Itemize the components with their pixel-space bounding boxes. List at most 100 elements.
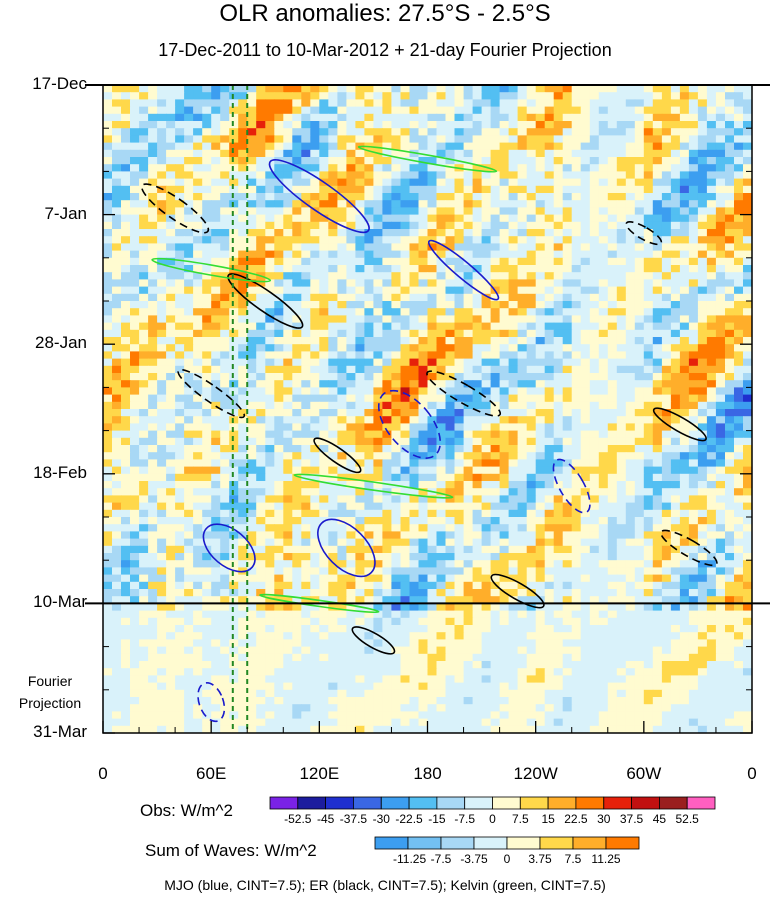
heatmap-cell [364, 430, 374, 439]
heatmap-cell [220, 531, 230, 540]
heatmap-cell [301, 495, 311, 504]
heatmap-cell [544, 99, 555, 108]
heatmap-cell [454, 207, 465, 216]
heatmap-cell [725, 337, 735, 345]
heatmap-cell [112, 301, 122, 309]
heatmap-cell [274, 459, 284, 468]
heatmap-cell [517, 401, 528, 410]
heatmap-cell [328, 509, 338, 518]
heatmap-cell [634, 128, 645, 136]
heatmap-cell [112, 250, 122, 259]
heatmap-cell [490, 466, 501, 475]
heatmap-cell [193, 466, 203, 475]
heatmap-cell [643, 567, 654, 576]
heatmap-cell [382, 293, 392, 302]
heatmap-cell [184, 459, 194, 468]
heatmap-cell [625, 473, 636, 482]
heatmap-cell [337, 430, 347, 439]
heatmap-cell [220, 394, 230, 403]
heatmap-cell [706, 430, 717, 439]
heatmap-cell [229, 315, 239, 324]
heatmap-cell [652, 344, 663, 352]
heatmap-cell [202, 250, 212, 259]
heatmap-cell [193, 581, 203, 590]
heatmap-cell [337, 149, 347, 158]
heatmap-cell [706, 495, 717, 504]
heatmap-cell [301, 358, 311, 367]
heatmap-cell [112, 387, 122, 396]
heatmap-cell [355, 106, 365, 115]
heatmap-cell [139, 135, 149, 144]
heatmap-cell [355, 157, 365, 165]
heatmap-cell [292, 553, 302, 561]
heatmap-cell [247, 351, 257, 360]
heatmap-cell [553, 113, 564, 122]
heatmap-cell [436, 193, 447, 201]
heatmap-cell [652, 401, 663, 410]
heatmap-cell [661, 452, 672, 460]
heatmap-cell [580, 553, 591, 561]
heatmap-cell [508, 567, 519, 576]
heatmap-cell [382, 171, 392, 180]
heatmap-cell [688, 373, 699, 381]
heatmap-cell [607, 236, 618, 244]
heatmap-cell [670, 265, 681, 273]
heatmap-cell [355, 322, 365, 331]
heatmap-cell [544, 121, 555, 129]
heatmap-cell [238, 452, 248, 460]
heatmap-cell [454, 85, 465, 93]
heatmap-cell [490, 315, 501, 324]
heatmap-cell [598, 545, 609, 554]
heatmap-cell [481, 401, 492, 410]
heatmap-cell [454, 517, 465, 525]
heatmap-cell [634, 351, 645, 360]
heatmap-cell [472, 92, 483, 100]
heatmap-cell [175, 409, 185, 417]
heatmap-cell [247, 409, 257, 417]
heatmap-cell [193, 308, 203, 316]
heatmap-cell [265, 121, 275, 129]
heatmap-cell [283, 437, 293, 446]
heatmap-cell [445, 142, 456, 151]
heatmap-cell [725, 466, 735, 475]
heatmap-cell [400, 149, 411, 158]
heatmap-cell [409, 200, 420, 208]
heatmap-cell [148, 207, 158, 216]
heatmap-cell [580, 524, 591, 532]
heatmap-cell [220, 452, 230, 460]
heatmap-cell [670, 423, 681, 432]
heatmap-cell [535, 531, 546, 540]
heatmap-cell [553, 265, 564, 273]
heatmap-cell [580, 423, 591, 432]
heatmap-cell [517, 445, 528, 453]
heatmap-cell [517, 185, 528, 194]
heatmap-cell [157, 430, 167, 439]
heatmap-cell [193, 373, 203, 381]
heatmap-cell [743, 193, 752, 201]
heatmap-cell [256, 452, 266, 460]
heatmap-cell [364, 301, 374, 309]
heatmap-cell [148, 351, 158, 360]
heatmap-cell [301, 567, 311, 576]
heatmap-cell [616, 85, 627, 93]
heatmap-cell [121, 265, 131, 273]
heatmap-cell [634, 517, 645, 525]
heatmap-cell [319, 164, 329, 172]
heatmap-cell [580, 301, 591, 309]
heatmap-cell [400, 308, 411, 316]
heatmap-cell [508, 200, 519, 208]
heatmap-cell [220, 149, 230, 158]
heatmap-cell [725, 250, 735, 259]
heatmap-cell [283, 293, 293, 302]
heatmap-cell [427, 423, 438, 432]
heatmap-cell [310, 135, 320, 144]
heatmap-cell [445, 538, 456, 547]
heatmap-cell [463, 567, 474, 576]
heatmap-cell [598, 365, 609, 374]
heatmap-cell [490, 560, 501, 568]
heatmap-cell [725, 329, 735, 338]
heatmap-cell [247, 488, 257, 496]
heatmap-cell [634, 301, 645, 309]
heatmap-cell [220, 445, 230, 453]
heatmap-cell [247, 257, 257, 266]
